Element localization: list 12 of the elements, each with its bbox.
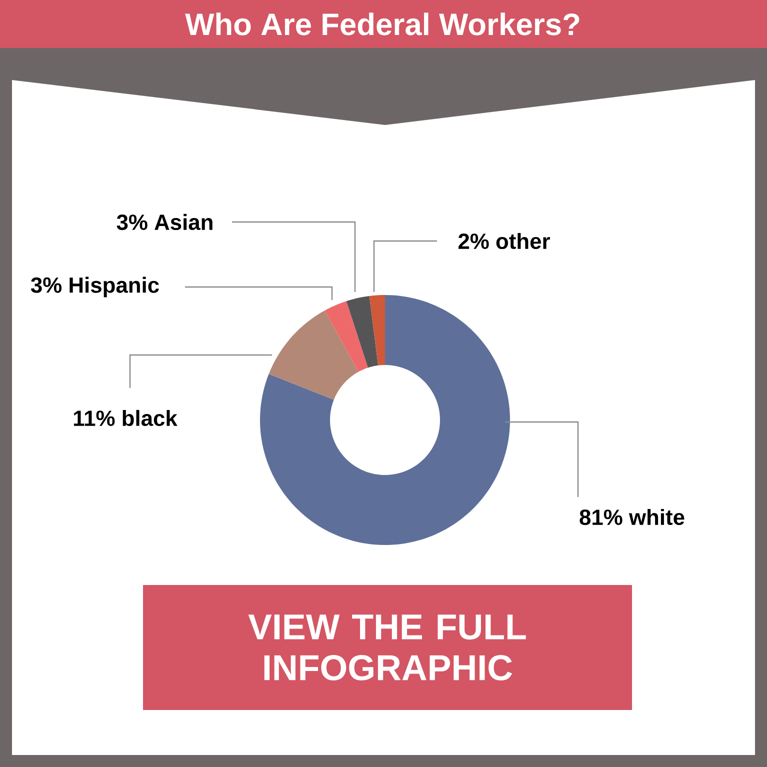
data-label: 3% bbox=[30, 277, 62, 293]
data-label: 11% bbox=[74, 410, 115, 426]
slice-label: other bbox=[496, 232, 550, 250]
text: VIEW THE FULL INFOGRAPHIC bbox=[248, 614, 526, 680]
data-label: 81% bbox=[580, 510, 622, 526]
slice-label: Hispanic bbox=[70, 276, 159, 298]
slice-label: Asian bbox=[154, 214, 212, 230]
slice-label: white bbox=[628, 508, 684, 526]
chart-title: Who Are Federal Workers? bbox=[185, 12, 580, 36]
data-label: 3% bbox=[116, 214, 148, 230]
slice-label: black bbox=[122, 410, 178, 426]
data-label: 2% bbox=[458, 234, 489, 250]
